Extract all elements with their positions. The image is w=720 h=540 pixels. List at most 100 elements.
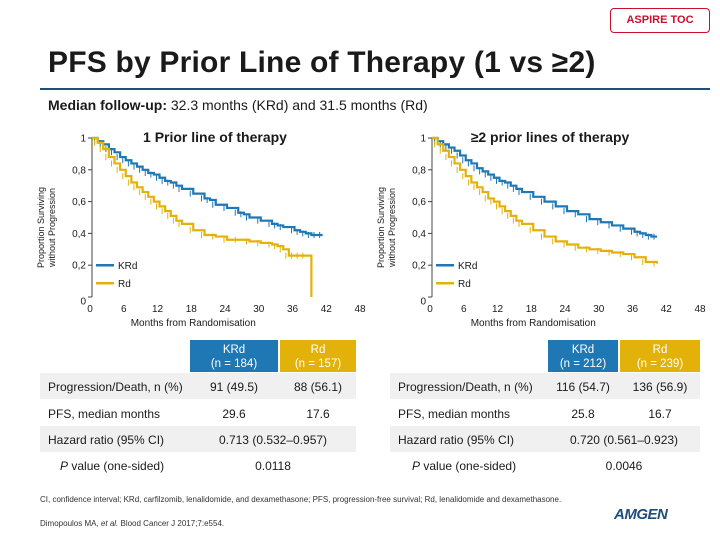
x-tick-label: 24 xyxy=(219,304,231,315)
y-tick-label: 1 xyxy=(420,134,426,145)
km-chart-1-prior-line: 1 Prior line of therapy Proportion Surviv… xyxy=(36,129,366,329)
y-tick-label: 0,8 xyxy=(72,165,86,176)
y-tick-label: 0 xyxy=(420,297,426,308)
table-header-krd: KRd (n = 212) xyxy=(548,340,618,372)
table-header-rd: Rd (n = 157) xyxy=(280,340,356,372)
table-row-band xyxy=(390,426,700,452)
krd-header: KRd xyxy=(222,344,246,356)
krd-pfs-value: 25.8 xyxy=(571,407,595,421)
rd-progression-value: 136 (56.9) xyxy=(632,380,688,394)
x-tick-label: 6 xyxy=(121,304,127,315)
row-label-p-value: P value (one-sided) xyxy=(60,459,164,473)
aspire-toc-button[interactable]: ASPIRE TOC xyxy=(610,8,710,33)
row-label-progression: Progression/Death, n (%) xyxy=(48,380,183,394)
km-curve-rd xyxy=(92,136,313,297)
reference-etal: et al. xyxy=(100,519,119,528)
table-header-krd: KRd (n = 184) xyxy=(190,340,278,372)
row-label-pfs: PFS, median months xyxy=(398,407,511,421)
hazard-ratio-value: 0.720 (0.561–0.923) xyxy=(569,433,679,447)
x-tick-label: 6 xyxy=(461,304,467,315)
x-tick-label: 48 xyxy=(694,304,706,315)
p-italic: P xyxy=(60,459,69,473)
followup-text: Median follow-up: 32.3 months (KRd) and … xyxy=(48,97,428,113)
footnote: CI, confidence interval; KRd, carfilzomi… xyxy=(40,495,562,504)
hazard-ratio-value: 0.713 (0.532–0.957) xyxy=(218,433,328,447)
slide-title: PFS by Prior Line of Therapy (1 vs ≥2) xyxy=(48,46,596,79)
km-chart-2-plus-prior-lines: ≥2 prior lines of therapy Proportion Surv… xyxy=(376,129,706,329)
rd-n: (n = 157) xyxy=(294,358,342,370)
km-curve-rd xyxy=(432,136,659,264)
p-value: 0.0118 xyxy=(255,459,291,473)
x-tick-label: 30 xyxy=(253,304,265,315)
y-axis-label-line2: without Progression xyxy=(387,188,397,268)
rd-n: (n = 239) xyxy=(636,358,684,370)
table-header-rd: Rd (n = 239) xyxy=(620,340,700,372)
amgen-logo: AMGEN xyxy=(614,506,668,523)
rd-header: Rd xyxy=(652,344,668,356)
y-tick-label: 0,8 xyxy=(412,165,426,176)
p-italic: P xyxy=(412,459,421,473)
krd-n: (n = 184) xyxy=(210,358,258,370)
legend-label-krd: KRd xyxy=(118,261,137,272)
legend-label-krd: KRd xyxy=(458,261,477,272)
x-tick-label: 0 xyxy=(427,304,433,315)
table-row-band xyxy=(40,373,356,399)
x-tick-label: 36 xyxy=(627,304,639,315)
x-tick-label: 30 xyxy=(593,304,605,315)
krd-header: KRd xyxy=(571,344,595,356)
row-label-hazard-ratio: Hazard ratio (95% CI) xyxy=(398,433,515,447)
p-label-rest: value (one-sided) xyxy=(420,459,517,473)
reference-authors: Dimopoulos MA, xyxy=(40,519,101,528)
table-row-band xyxy=(390,373,700,399)
x-tick-label: 18 xyxy=(526,304,538,315)
row-label-pfs: PFS, median months xyxy=(48,407,161,421)
y-tick-label: 0,2 xyxy=(412,261,426,272)
title-divider xyxy=(40,88,710,90)
x-axis-label: Months from Randomisation xyxy=(131,318,256,329)
p-value: 0.0046 xyxy=(605,459,643,473)
y-tick-label: 0,6 xyxy=(72,197,86,208)
y-tick-label: 0,2 xyxy=(72,261,86,272)
x-tick-label: 18 xyxy=(186,304,198,315)
x-tick-label: 12 xyxy=(152,304,164,315)
x-tick-label: 42 xyxy=(321,304,333,315)
x-tick-label: 12 xyxy=(492,304,504,315)
row-label-p-value: P value (one-sided) xyxy=(412,459,516,473)
x-tick-label: 0 xyxy=(87,304,93,315)
y-tick-label: 0 xyxy=(80,297,86,308)
rd-pfs-value: 17.6 xyxy=(306,407,330,421)
y-tick-label: 0,6 xyxy=(412,197,426,208)
rd-pfs-value: 16.7 xyxy=(648,407,672,421)
rd-progression-value: 88 (56.1) xyxy=(293,380,343,394)
krd-progression-value: 116 (54.7) xyxy=(556,380,610,394)
reference-rest: Blood Cancer J 2017;7:e554. xyxy=(118,519,225,528)
x-axis-label: Months from Randomisation xyxy=(471,318,596,329)
chart-title: 1 Prior line of therapy xyxy=(143,129,287,145)
table-row-band xyxy=(40,426,356,452)
x-tick-label: 48 xyxy=(354,304,366,315)
krd-progression-value: 91 (49.5) xyxy=(209,380,259,394)
krd-n: (n = 212) xyxy=(559,358,607,370)
y-tick-label: 0,4 xyxy=(72,229,86,240)
rd-header: Rd xyxy=(310,344,326,356)
followup-value: 32.3 months (KRd) and 31.5 months (Rd) xyxy=(170,97,428,113)
row-label-hazard-ratio: Hazard ratio (95% CI) xyxy=(48,433,165,447)
p-label-rest: value (one-sided) xyxy=(68,459,165,473)
chart-title: ≥2 prior lines of therapy xyxy=(471,129,630,145)
y-tick-label: 0,4 xyxy=(412,229,426,240)
y-axis-label-line1: Proportion Surviving xyxy=(36,187,46,268)
legend-label-rd: Rd xyxy=(118,279,131,290)
x-tick-label: 36 xyxy=(287,304,299,315)
krd-pfs-value: 29.6 xyxy=(222,407,246,421)
y-axis-label-line1: Proportion Surviving xyxy=(376,187,386,268)
x-tick-label: 42 xyxy=(661,304,673,315)
reference: Dimopoulos MA, et al. Blood Cancer J 201… xyxy=(40,519,224,528)
y-tick-label: 1 xyxy=(80,134,86,145)
followup-label: Median follow-up: xyxy=(48,97,167,113)
y-axis-label-line2: without Progression xyxy=(47,188,57,268)
km-curve-krd xyxy=(92,136,323,237)
km-curve-krd xyxy=(432,136,657,238)
legend-label-rd: Rd xyxy=(458,279,471,290)
row-label-progression: Progression/Death, n (%) xyxy=(398,380,533,394)
x-tick-label: 24 xyxy=(559,304,571,315)
